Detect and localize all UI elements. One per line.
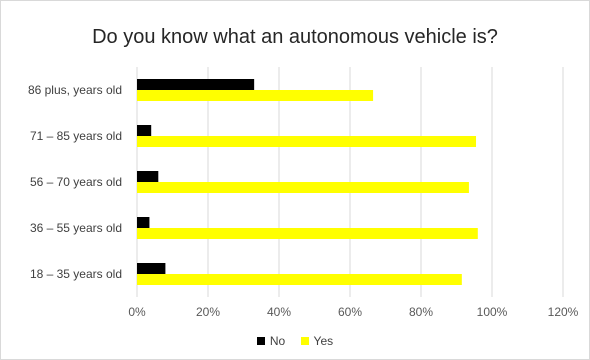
bar-yes [137, 274, 462, 285]
bar-yes [137, 90, 374, 101]
legend-item-yes: Yes [300, 334, 334, 348]
bar-yes [137, 182, 469, 193]
bar-no [137, 263, 166, 274]
x-tick-label: 40% [267, 305, 291, 319]
category-label: 86 plus, years old [28, 83, 122, 97]
legend: No Yes [0, 334, 590, 348]
category-label: 71 – 85 years old [30, 129, 122, 143]
category-label: 36 – 55 years old [30, 221, 122, 235]
bar-yes [137, 136, 477, 147]
x-tick-labels: 0% 20% 40% 60% 80% 100% 120% [128, 305, 578, 319]
bar-no [137, 171, 159, 182]
bar-no [137, 79, 255, 90]
legend-item-no: No [256, 334, 286, 348]
bar-no [137, 125, 152, 136]
x-tick-label: 80% [409, 305, 433, 319]
legend-label-yes: Yes [313, 334, 334, 348]
x-tick-label: 20% [196, 305, 220, 319]
category-label: 18 – 35 years old [30, 267, 122, 281]
legend-swatch-yes [300, 337, 309, 345]
bar-yes [137, 228, 478, 239]
bar-no [137, 217, 150, 228]
chart-title: Do you know what an autonomous vehicle i… [92, 26, 498, 48]
x-tick-label: 60% [338, 305, 362, 319]
legend-label-no: No [269, 334, 286, 348]
bars [137, 79, 478, 285]
category-label: 56 – 70 years old [30, 175, 122, 189]
category-labels: 86 plus, years old 71 – 85 years old 56 – … [28, 83, 122, 281]
x-tick-label: 0% [128, 305, 146, 319]
x-tick-label: 100% [477, 305, 508, 319]
legend-swatch-no [256, 337, 265, 345]
x-tick-label: 120% [548, 305, 579, 319]
